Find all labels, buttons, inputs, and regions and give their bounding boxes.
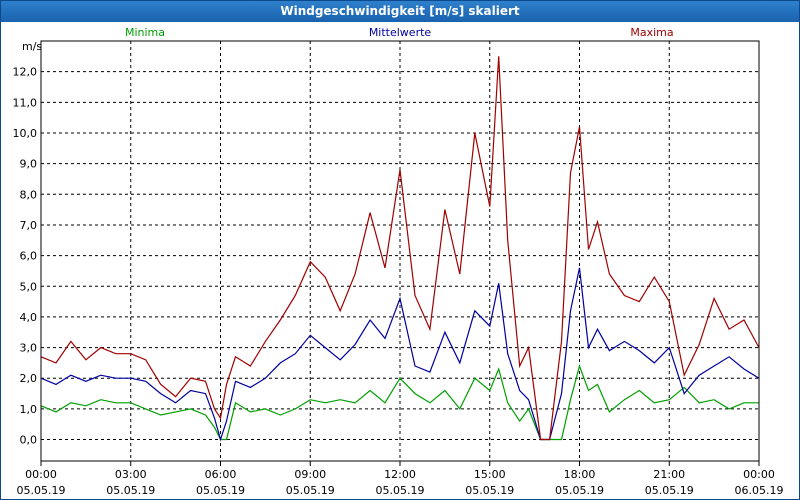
grid bbox=[41, 41, 759, 461]
y-tick-label: 10,0 bbox=[13, 127, 38, 140]
y-tick-label: 5,0 bbox=[20, 280, 38, 293]
x-tick-date: 05.05.19 bbox=[196, 484, 245, 497]
x-tick-time: 18:00 bbox=[564, 468, 596, 481]
x-tick-date: 05.05.19 bbox=[555, 484, 604, 497]
y-tick-label: 0,0 bbox=[20, 434, 38, 447]
legend-mittelwerte: Mittelwerte bbox=[369, 26, 432, 39]
window-title: Windgeschwindigkeit [m/s] skaliert bbox=[1, 1, 799, 22]
y-axis-label: m/s bbox=[22, 40, 42, 53]
x-tick-time: 00:00 bbox=[743, 468, 775, 481]
x-tick-time: 03:00 bbox=[115, 468, 147, 481]
x-tick-time: 00:00 bbox=[25, 468, 57, 481]
y-tick-label: 3,0 bbox=[20, 342, 38, 355]
y-tick-label: 9,0 bbox=[20, 158, 38, 171]
x-tick-time: 06:00 bbox=[205, 468, 237, 481]
y-tick-label: 1,0 bbox=[20, 403, 38, 416]
x-tick-time: 12:00 bbox=[384, 468, 416, 481]
x-tick-date: 05.05.19 bbox=[645, 484, 694, 497]
x-tick-date: 05.05.19 bbox=[286, 484, 335, 497]
series-line-maxima bbox=[40, 56, 760, 441]
y-tick-label: 6,0 bbox=[20, 250, 38, 263]
y-axis-ticks: 0,0 1,0 2,0 3,0 4,0 5,0 6,0 7,0 8,0 9,0 10,0 11,0 12… bbox=[13, 66, 38, 447]
series-line-minima bbox=[40, 364, 759, 441]
x-tick-date: 05.05.19 bbox=[465, 484, 514, 497]
x-tick-date: 05.05.19 bbox=[17, 484, 66, 497]
y-tick-label: 2,0 bbox=[20, 372, 38, 385]
x-tick-time: 21:00 bbox=[653, 468, 685, 481]
y-tick-label: 4,0 bbox=[20, 311, 38, 324]
x-tick-date: 06.05.19 bbox=[735, 484, 784, 497]
legend-minima: Minima bbox=[125, 26, 165, 39]
x-tick-date: 05.05.19 bbox=[106, 484, 155, 497]
x-tick-date: 05.05.19 bbox=[376, 484, 425, 497]
y-tick-label: 8,0 bbox=[20, 188, 38, 201]
x-axis-ticks: 00:00 05.05.19 03:00 05.05.19 06:00 05.05.19 0… bbox=[17, 461, 784, 497]
y-tick-label: 7,0 bbox=[20, 219, 38, 232]
x-tick-time: 09:00 bbox=[294, 468, 326, 481]
legend-maxima: Maxima bbox=[630, 26, 673, 39]
y-tick-label: 11,0 bbox=[13, 96, 38, 109]
x-tick-time: 15:00 bbox=[474, 468, 506, 481]
series-lines bbox=[40, 56, 760, 442]
plot-frame bbox=[40, 40, 760, 462]
y-tick-label: 12,0 bbox=[13, 66, 38, 79]
series-line-mittelwerte bbox=[40, 267, 760, 442]
